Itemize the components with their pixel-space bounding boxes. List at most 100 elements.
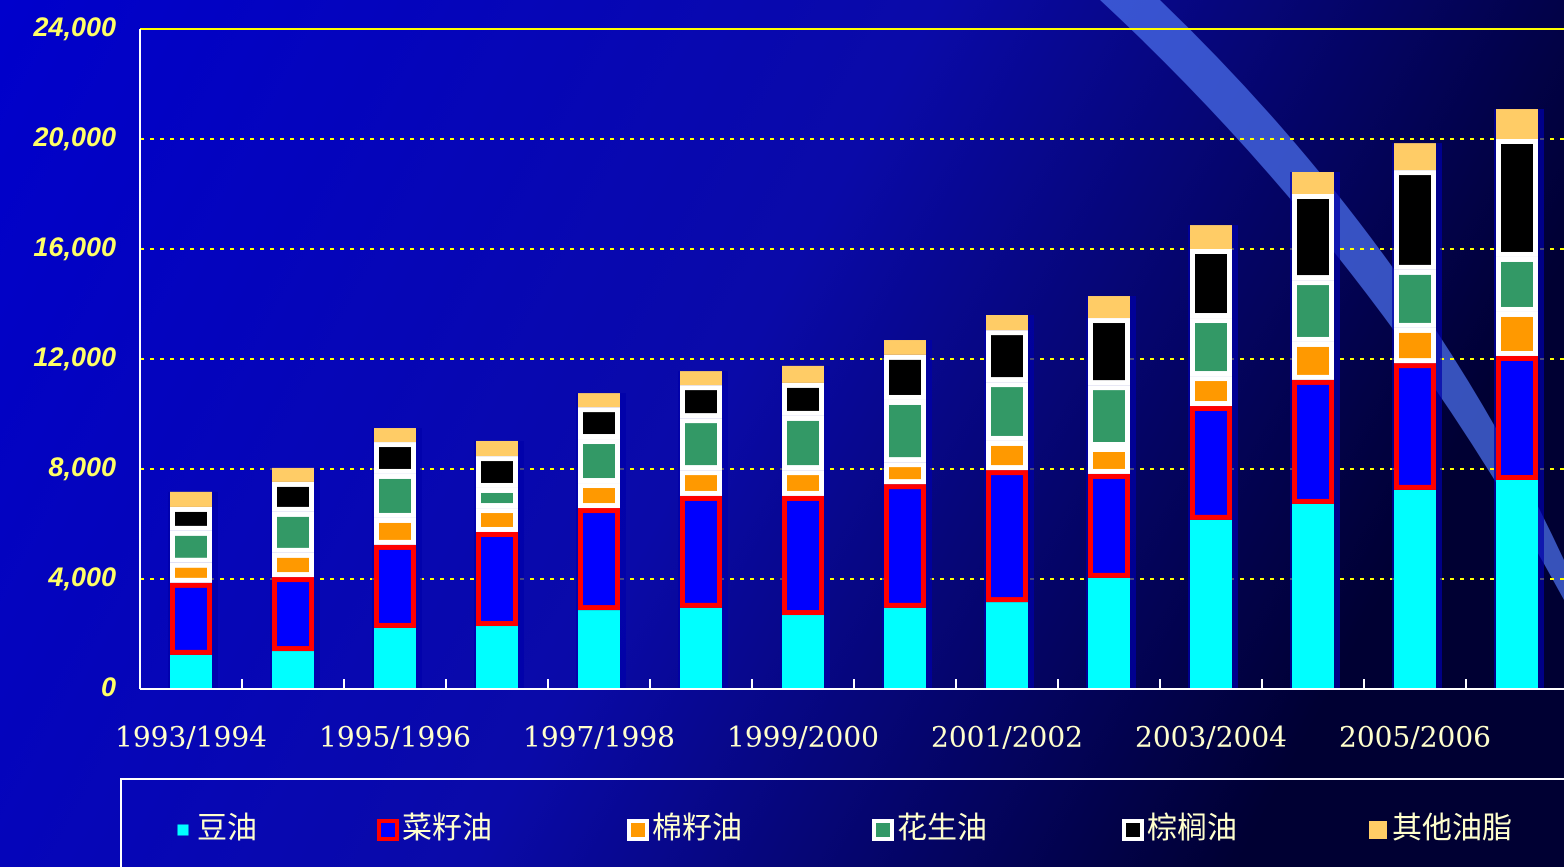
legend-marker (177, 824, 189, 836)
bar-segment (272, 651, 314, 689)
bar-segment (1292, 280, 1334, 342)
bar-segment (680, 418, 722, 471)
bar-segment (1394, 170, 1436, 270)
bar-segment (272, 467, 314, 482)
x-tick-label: 2003/2004 (1135, 721, 1287, 754)
bar-segment (578, 610, 620, 689)
y-tick-label: 8,000 (48, 452, 116, 482)
bar-segment (374, 627, 416, 689)
bar-segment (1088, 577, 1130, 689)
x-tick-label: 1995/1996 (319, 721, 471, 754)
bar-segment (476, 487, 518, 509)
bar-segment (884, 607, 926, 689)
bar-segment (680, 385, 722, 419)
legend-box (120, 778, 1564, 867)
bar-segment (374, 442, 416, 474)
y-tick-label: 24,000 (32, 12, 116, 42)
bar-segment (1088, 296, 1130, 319)
legend-label: 菜籽油 (402, 811, 492, 846)
bar-segment (986, 602, 1028, 689)
bar-segment (986, 440, 1028, 471)
bar-segment (680, 371, 722, 386)
y-tick-label: 12,000 (33, 342, 116, 372)
legend-marker (377, 819, 399, 841)
bar-segment (272, 481, 314, 512)
x-tick-label: 1997/1998 (523, 721, 675, 754)
bar-segment (1292, 379, 1334, 504)
bar-segment (1496, 355, 1538, 481)
bar-segment (1496, 109, 1538, 139)
bar-segment (1190, 519, 1232, 689)
bar-segment (170, 491, 212, 507)
bar-segment (986, 330, 1028, 383)
bar-segment (272, 552, 314, 578)
legend-marker (1369, 821, 1387, 839)
x-tick-label: 1993/1994 (115, 721, 267, 754)
bar-segment (986, 382, 1028, 441)
bar-segment (884, 399, 926, 463)
bar-segment (170, 582, 212, 655)
bar-segment (782, 470, 824, 496)
bar-segment (578, 393, 620, 408)
y-tick-label: 20,000 (32, 122, 116, 152)
bar-segment (1292, 194, 1334, 281)
bar-segment (1394, 269, 1436, 328)
x-tick-label: 1999/2000 (727, 721, 879, 754)
y-tick-label: 16,000 (33, 232, 116, 262)
legend: 豆油 菜籽油 棉籽油 花生油 棕榈油 其他油脂 (177, 811, 1512, 846)
plot: 0 4,000 8,000 12,000 16,000 20,000 24,000 1993/… (32, 12, 1564, 754)
bar-segment (1088, 473, 1130, 578)
x-tick-label: 2001/2002 (931, 721, 1083, 754)
bar-segment (1496, 311, 1538, 356)
bar-segment (782, 382, 824, 416)
bar-segment (374, 428, 416, 443)
bar-segment (782, 415, 824, 471)
bar-segment (1394, 327, 1436, 364)
y-tick-label: 4,000 (47, 562, 116, 592)
bar-segment (1394, 363, 1436, 490)
bar-segment (170, 530, 212, 563)
bar-segment (476, 456, 518, 488)
legend-label: 棕榈油 (1147, 811, 1237, 846)
bar-segment (680, 495, 722, 608)
bar-segment (1496, 480, 1538, 689)
x-tick-label: 2005/2006 (1339, 721, 1491, 754)
bar-segment (782, 615, 824, 689)
bar-segment (782, 365, 824, 383)
y-tick-label: 0 (101, 672, 116, 702)
legend-marker (627, 819, 649, 841)
legend-label: 棉籽油 (652, 811, 742, 846)
bar-segment (374, 473, 416, 518)
bar-segment (1190, 249, 1232, 319)
bar-segment (1190, 225, 1232, 249)
bar-segment (1088, 318, 1130, 386)
bar-segment (476, 626, 518, 689)
legend-marker (1122, 819, 1144, 841)
bar-segment (578, 407, 620, 440)
bar-segment (884, 484, 926, 608)
bar-segment (578, 508, 620, 611)
bar-segment (986, 315, 1028, 331)
bar-segment (1190, 406, 1232, 520)
bar-segment (578, 439, 620, 484)
bar-segment (476, 531, 518, 627)
bar-segment (1394, 489, 1436, 689)
legend-label: 其他油脂 (1392, 811, 1512, 846)
bar-segment (1088, 447, 1130, 474)
bar-segment (578, 483, 620, 509)
bar-segment (1190, 376, 1232, 407)
legend-marker (872, 819, 894, 841)
bar-segment (272, 577, 314, 652)
legend-label: 花生油 (897, 811, 987, 846)
bar-segment (1292, 503, 1334, 689)
bar-segment (374, 544, 416, 628)
bar-segment (1394, 143, 1436, 171)
bar-segment (170, 506, 212, 531)
bar-segment (1292, 172, 1334, 194)
bar-segment (680, 607, 722, 689)
bar-segment (1496, 256, 1538, 312)
bar-segment (680, 470, 722, 496)
legend-label: 豆油 (197, 811, 257, 846)
